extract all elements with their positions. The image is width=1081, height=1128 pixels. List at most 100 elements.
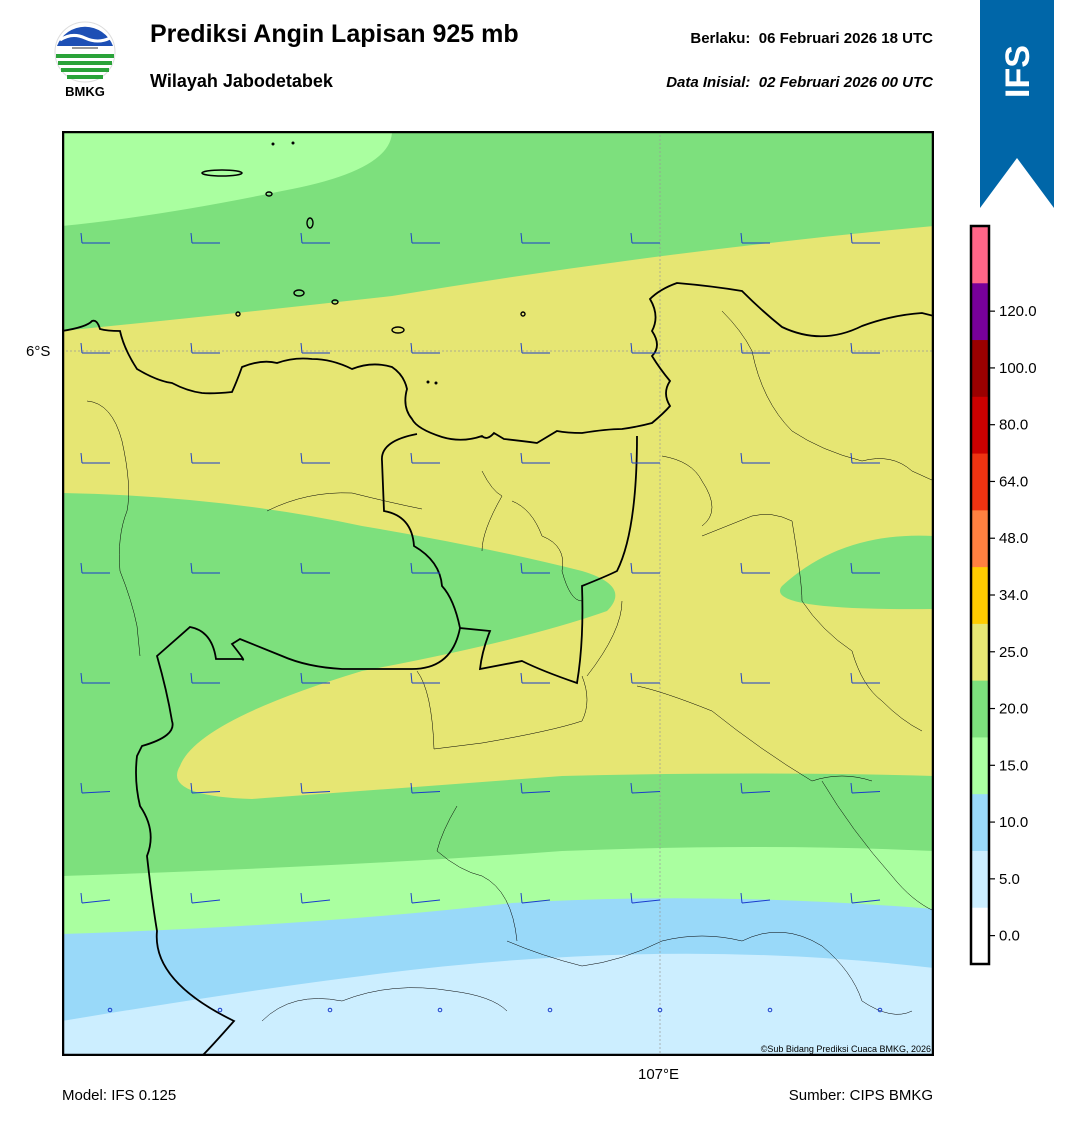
- wind-barb: [300, 232, 330, 244]
- map-frame: [61, 130, 935, 1057]
- island: [271, 142, 275, 146]
- colorbar-segment: [971, 623, 989, 681]
- band-10-15-top: [62, 131, 392, 226]
- band-20-25-north: [62, 226, 934, 799]
- wind-barb: [520, 562, 550, 574]
- wind-barb: [190, 782, 221, 794]
- wind-barbs: [80, 232, 883, 1013]
- wind-barb: [740, 342, 770, 354]
- colorbar-tick-label: 20.0: [999, 701, 1028, 718]
- map-subtitle: Wilayah Jabodetabek: [150, 71, 333, 91]
- colorbar-segment: [971, 453, 989, 511]
- wind-barb: [190, 562, 220, 574]
- colorbar-tick-label: 25.0: [999, 644, 1028, 661]
- map-title: Prediksi Angin Lapisan 925 mb: [150, 20, 519, 48]
- island: [291, 141, 295, 145]
- island: [201, 169, 243, 177]
- wind-barb: [300, 342, 330, 354]
- wind-barb: [630, 232, 660, 244]
- colorbar-segment: [971, 907, 989, 965]
- latitude-label: 6°S: [26, 343, 51, 360]
- wind-barb: [740, 562, 770, 574]
- wind-barb: [850, 232, 880, 244]
- colorbar-segment: [971, 282, 989, 341]
- calm-wind-marker: [437, 1007, 443, 1013]
- band-0-5: [62, 953, 934, 1056]
- colorbar-tick-label: 15.0: [999, 757, 1028, 774]
- island: [235, 311, 241, 317]
- colorbar: 0.0 5.0 10.0 15.0 20.0 25.0 34.0 48.0 64.0 80.0 10…: [965, 220, 1081, 970]
- init-label: Data Inisial:: [666, 74, 751, 91]
- colorbar-segment: [971, 793, 989, 851]
- colorbar-tick-label: 0.0: [999, 928, 1020, 945]
- wind-barb: [80, 562, 110, 574]
- wind-barb: [520, 452, 550, 464]
- calm-wind-marker: [547, 1007, 553, 1013]
- wind-barb: [80, 452, 110, 464]
- colorbar-tick-label: 100.0: [999, 360, 1037, 377]
- wind-barb: [740, 452, 770, 464]
- model-info: Model: IFS 0.125: [62, 1087, 177, 1104]
- wind-map: [61, 130, 935, 1057]
- wind-barb: [520, 342, 550, 354]
- island: [391, 326, 405, 334]
- copyright-note: ©Sub Bidang Prediksi Cuaca BMKG, 2026: [760, 1044, 931, 1054]
- colorbar-tick-label: 120.0: [999, 303, 1037, 320]
- wind-barb: [850, 892, 881, 904]
- colorbar-segment: [971, 680, 989, 738]
- island: [434, 381, 438, 385]
- ifs-ribbon: IFS: [980, 0, 1054, 208]
- island: [520, 311, 526, 317]
- colorbar-frame: [969, 224, 991, 966]
- valid-label: Berlaku:: [690, 30, 751, 47]
- wind-barb: [300, 892, 331, 904]
- wind-barb: [850, 452, 880, 464]
- wind-barb: [80, 232, 110, 244]
- wind-barb: [300, 672, 330, 684]
- wind-barb: [300, 452, 330, 464]
- island: [426, 380, 430, 384]
- init-value: 02 Februari 2026 00 UTC: [758, 74, 933, 91]
- wind-barb: [410, 672, 440, 684]
- wind-barb: [80, 672, 110, 684]
- colorbar-segment: [971, 850, 989, 908]
- calm-wind-marker: [877, 1007, 883, 1013]
- wind-barb: [850, 672, 880, 684]
- calm-wind-marker: [767, 1007, 773, 1013]
- wind-barb: [410, 562, 440, 574]
- colorbar-segment: [971, 396, 989, 454]
- wind-barb: [630, 562, 660, 574]
- wind-barb: [520, 232, 550, 244]
- calm-wind-marker: [327, 1007, 333, 1013]
- wind-barb: [520, 672, 550, 684]
- province-boundary: [135, 626, 461, 1056]
- calm-wind-marker: [217, 1007, 223, 1013]
- colorbar-tick-label: 64.0: [999, 473, 1028, 490]
- wind-barb: [300, 562, 330, 574]
- island: [265, 191, 273, 197]
- wind-barb: [410, 452, 440, 464]
- colorbar-svg: 0.0 5.0 10.0 15.0 20.0 25.0 34.0 48.0 64.0 80.0 10…: [969, 224, 1037, 966]
- province-boundary: [381, 433, 638, 685]
- wind-barb: [80, 892, 111, 904]
- wind-barb: [520, 782, 551, 794]
- wind-barb: [410, 892, 441, 904]
- colorbar-tick-label: 48.0: [999, 530, 1028, 547]
- wind-barb: [520, 892, 551, 904]
- wind-barb: [850, 782, 881, 794]
- wind-barb: [630, 342, 660, 354]
- regency-boundaries: [86, 310, 934, 1022]
- init-time: Data Inisial: 02 Februari 2026 00 UTC: [666, 74, 933, 91]
- wind-barb: [740, 892, 771, 904]
- wind-barb: [300, 782, 331, 794]
- ribbon-shape: [980, 0, 1054, 208]
- wind-barb: [190, 672, 220, 684]
- valid-value: 06 Februari 2026 18 UTC: [758, 30, 933, 47]
- wind-barb: [410, 232, 440, 244]
- wind-barb: [410, 782, 441, 794]
- longitude-label: 107°E: [638, 1066, 680, 1083]
- wind-barb: [80, 342, 110, 354]
- island: [306, 217, 314, 229]
- wind-barb: [740, 232, 770, 244]
- colorbar-tick-label: 10.0: [999, 814, 1028, 831]
